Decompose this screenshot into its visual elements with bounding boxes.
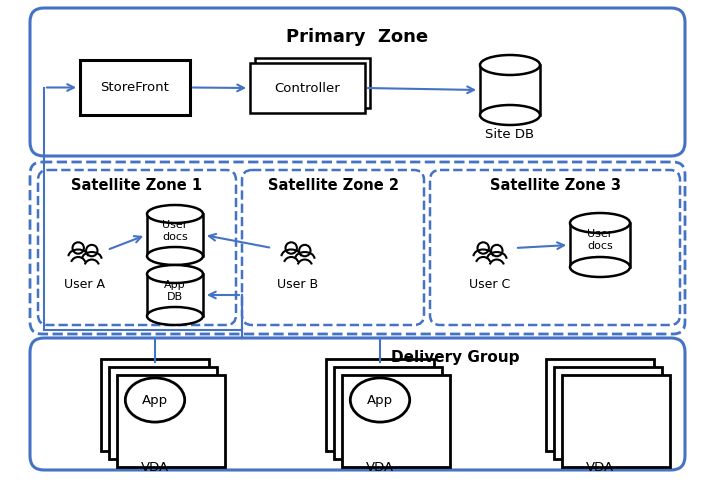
Ellipse shape (126, 378, 185, 422)
Ellipse shape (480, 55, 540, 75)
Text: Satellite Zone 1: Satellite Zone 1 (71, 178, 202, 193)
Ellipse shape (147, 265, 203, 283)
Ellipse shape (147, 247, 203, 265)
Bar (326, 359, 434, 451)
Text: VDA: VDA (141, 461, 169, 474)
Bar (546, 359, 654, 451)
Circle shape (73, 242, 84, 254)
Ellipse shape (147, 205, 203, 223)
Text: User B: User B (277, 278, 319, 291)
Ellipse shape (147, 307, 203, 325)
Bar (570, 223, 630, 267)
Text: Site DB: Site DB (485, 128, 535, 141)
Text: App: App (367, 394, 393, 407)
Bar (255, 58, 370, 108)
Circle shape (299, 245, 310, 256)
Bar (342, 375, 450, 467)
Bar (147, 214, 203, 256)
Bar (117, 375, 225, 467)
Circle shape (477, 242, 489, 254)
Text: User A: User A (65, 278, 106, 291)
Text: User
docs: User docs (162, 220, 188, 242)
Bar (80, 60, 190, 115)
Circle shape (86, 245, 98, 256)
Bar (554, 367, 662, 459)
Text: App: App (142, 394, 168, 407)
Bar (250, 63, 365, 113)
Text: User
docs: User docs (587, 229, 613, 251)
Text: App
DB: App DB (164, 280, 186, 302)
Bar (562, 375, 670, 467)
Circle shape (491, 245, 503, 256)
Ellipse shape (350, 378, 410, 422)
Text: StoreFront: StoreFront (101, 81, 169, 94)
Ellipse shape (570, 257, 630, 277)
Text: Primary  Zone: Primary Zone (286, 28, 428, 46)
Text: Satellite Zone 3: Satellite Zone 3 (490, 178, 620, 193)
Text: VDA: VDA (586, 461, 614, 474)
Text: Controller: Controller (274, 82, 340, 95)
Circle shape (286, 242, 297, 254)
Text: Delivery Group: Delivery Group (391, 350, 519, 365)
Bar (101, 359, 209, 451)
Text: Satellite Zone 2: Satellite Zone 2 (268, 178, 398, 193)
Bar (109, 367, 217, 459)
Ellipse shape (480, 105, 540, 125)
Bar (147, 274, 203, 316)
Ellipse shape (570, 213, 630, 233)
Text: User C: User C (470, 278, 510, 291)
Bar (480, 65, 540, 115)
Bar (334, 367, 442, 459)
Text: VDA: VDA (366, 461, 394, 474)
